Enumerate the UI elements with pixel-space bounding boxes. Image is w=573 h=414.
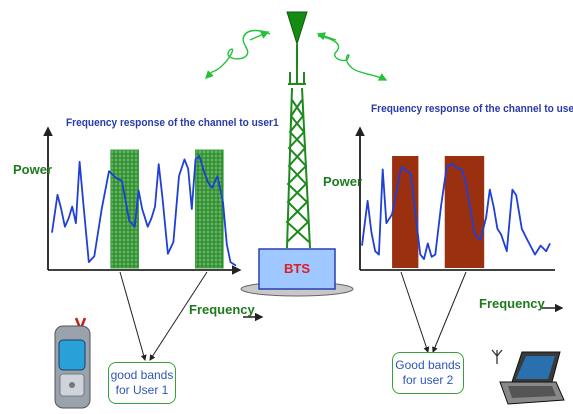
user2-good-band-1 [392, 156, 419, 268]
user1-frequency-plot [43, 126, 242, 275]
bts-box [258, 248, 336, 290]
user1-good-band-2 [195, 149, 224, 269]
user2-response-curve [361, 162, 551, 260]
user2-y-axis-label: Power [323, 174, 363, 189]
user2-good-bands-box: Good bands for user 2 [392, 352, 464, 394]
user1-x-axis-label: Frequency [189, 302, 255, 317]
user1-chart-title: Frequency response of the channel to use… [66, 117, 279, 129]
bts-tower [285, 68, 311, 249]
user1-y-axis-label: Power [13, 162, 53, 177]
user2-pointer-lines [400, 271, 467, 353]
user1-response-curve [51, 155, 237, 267]
wireless-signal-icon [205, 29, 388, 81]
user2-x-axis-label: Frequency [479, 296, 545, 311]
user2-frequency-plot [355, 126, 555, 271]
laptop-icon [491, 349, 565, 405]
user1-good-bands-box: good bands for User 1 [108, 362, 176, 404]
mobile-phone-icon [54, 317, 91, 409]
user2-chart-title: Frequency response of the channel to use… [371, 103, 573, 115]
user2-good-band-2 [444, 156, 485, 268]
user1-pointer-lines [119, 271, 208, 361]
user1-good-band-1 [110, 149, 139, 269]
antenna-icon [286, 11, 308, 68]
bts-label: BTS [284, 261, 310, 276]
